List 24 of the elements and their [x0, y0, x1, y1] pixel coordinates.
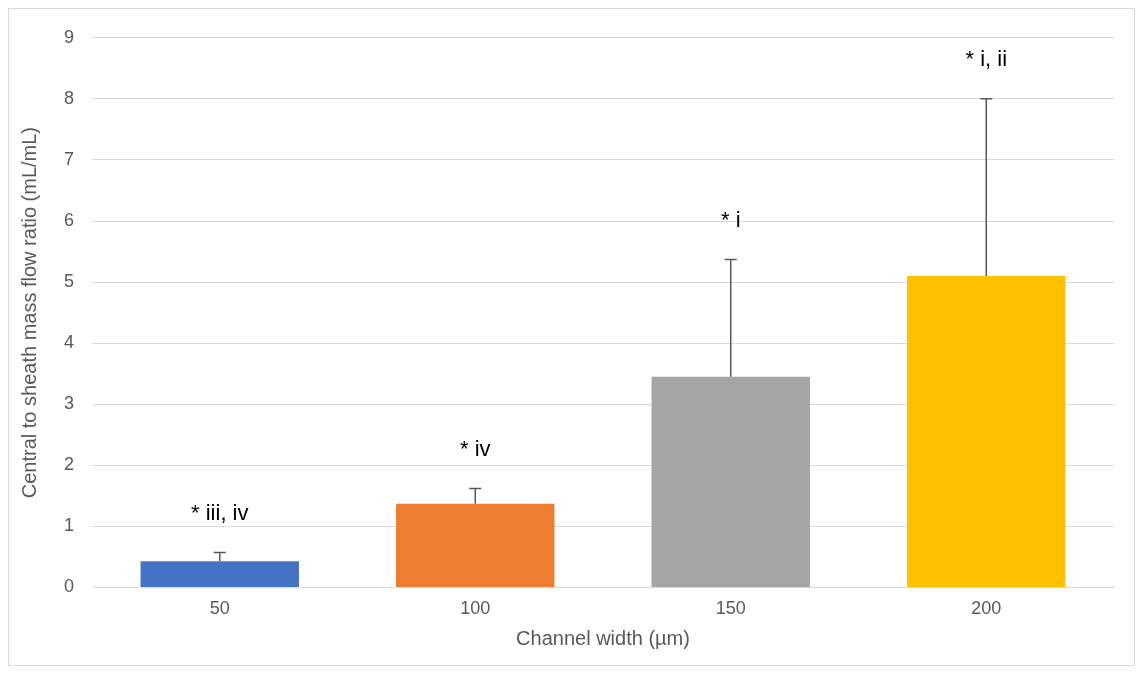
bar — [651, 376, 810, 587]
y-tick-label: 3 — [64, 393, 75, 414]
annotation: * i, ii — [965, 45, 1008, 71]
y-tick-label: 7 — [64, 148, 75, 169]
x-tick-label: 100 — [460, 598, 491, 619]
y-axis-title: Central to sheath mass flow ratio (mL/mL) — [17, 126, 40, 499]
annotation: * iv — [459, 435, 491, 461]
x-tick-label: 150 — [715, 598, 746, 619]
annotation: * iii, iv — [191, 499, 249, 525]
y-tick-label: 1 — [64, 515, 75, 536]
y-tick-label: 0 — [64, 576, 75, 597]
y-tick-label: 9 — [64, 26, 75, 47]
bar — [396, 503, 555, 587]
bar — [140, 561, 299, 587]
x-tick-label: 200 — [971, 598, 1002, 619]
annotation: * i — [720, 206, 741, 232]
y-tick-label: 5 — [64, 271, 75, 292]
y-tick-label: 8 — [64, 87, 75, 108]
y-tick-label: 4 — [64, 332, 75, 353]
y-tick-label: 2 — [64, 454, 75, 475]
x-tick-label: 50 — [209, 598, 230, 619]
x-axis-title: Channel width (µm) — [516, 626, 690, 649]
bar — [907, 275, 1066, 587]
y-tick-label: 6 — [64, 209, 75, 230]
